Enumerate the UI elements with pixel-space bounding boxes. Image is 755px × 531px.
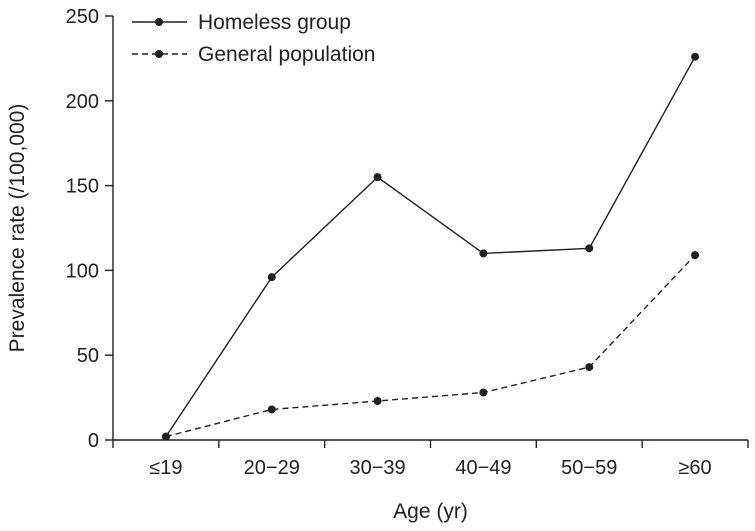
series-1-point-3 (479, 388, 488, 397)
legend-label-general: General population (198, 43, 375, 66)
series (161, 52, 700, 441)
series-line-0 (165, 56, 696, 437)
x-tick-label-2: 30−39 (349, 457, 405, 479)
y-tick-label-250: 250 (66, 6, 99, 28)
series-0-point-3 (479, 249, 488, 258)
series-1-point-1 (267, 405, 276, 414)
y-tick-label-50: 50 (77, 345, 99, 367)
y-ticks: 0 50 100 150 200 250 (66, 6, 113, 452)
x-tick-label-4: 50−59 (561, 457, 617, 479)
legend-marker-homeless (155, 18, 163, 26)
series-0-point-5 (691, 52, 700, 61)
y-tick-label-200: 200 (66, 91, 99, 113)
legend-entry-homeless: Homeless group (132, 11, 351, 34)
y-tick-label-100: 100 (66, 260, 99, 282)
x-tick-label-0: ≤19 (149, 457, 182, 479)
legend-marker-general (155, 50, 163, 58)
x-tick-label-3: 40−49 (455, 457, 511, 479)
x-tick-label-5: ≥60 (678, 457, 711, 479)
y-axis-title: Prevalence rate (/100,000) (6, 104, 29, 353)
series-1-point-2 (373, 396, 382, 405)
series-0-point-2 (373, 173, 382, 182)
legend-entry-general: General population (132, 43, 375, 66)
series-1-point-5 (691, 251, 700, 260)
y-tick-label-0: 0 (88, 430, 99, 452)
x-tick-label-1: 20−29 (244, 457, 300, 479)
series-0-point-4 (585, 244, 594, 253)
x-axis-title: Age (yr) (393, 500, 468, 523)
legend: Homeless group General population (132, 11, 375, 66)
series-1-point-0 (161, 432, 170, 441)
series-0-point-1 (267, 273, 276, 282)
axes (112, 16, 748, 441)
legend-label-homeless: Homeless group (198, 11, 351, 34)
y-tick-label-150: 150 (66, 176, 99, 198)
series-line-1 (165, 254, 696, 438)
series-1-point-4 (585, 363, 594, 372)
x-ticks: ≤19 20−29 30−39 40−49 50−59 ≥60 (112, 440, 749, 479)
